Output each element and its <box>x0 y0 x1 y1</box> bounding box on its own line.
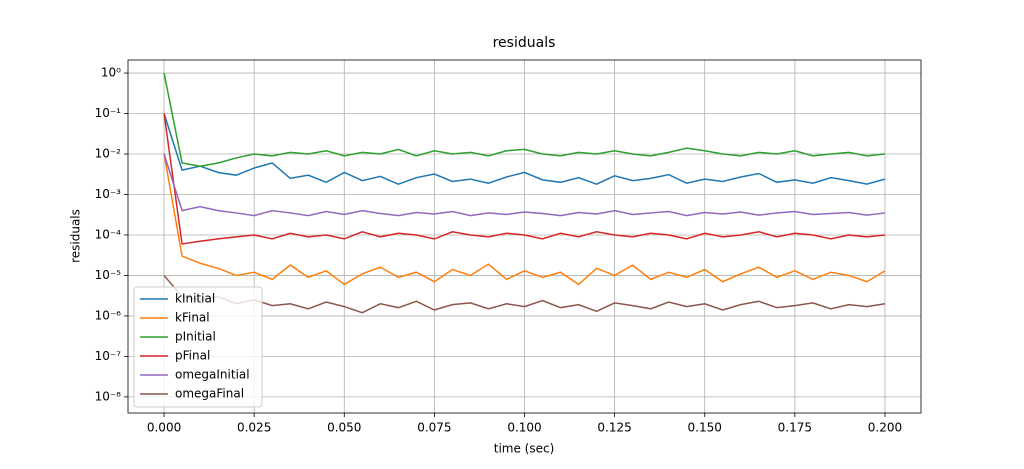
x-tick-label: 0.000 <box>147 421 181 435</box>
x-tick-label: 0.050 <box>327 421 361 435</box>
y-tick-label: 10⁻⁴ <box>95 227 122 241</box>
x-tick-label: 0.175 <box>778 421 812 435</box>
y-tick-label: 10⁻⁸ <box>95 389 122 403</box>
plot-frame <box>127 59 922 414</box>
x-tick-label: 0.200 <box>868 421 902 435</box>
x-tick-label: 0.100 <box>507 421 541 435</box>
y-tick-label: 10⁻¹ <box>95 106 122 120</box>
chart-title: residuals <box>493 35 556 51</box>
legend-label: pFinal <box>175 349 210 363</box>
legend-label: omegaFinal <box>175 387 244 401</box>
series-line <box>163 153 886 217</box>
series-line <box>163 153 886 286</box>
legend-label: omegaInitial <box>175 368 250 382</box>
legend-box <box>133 286 263 408</box>
y-tick-label: 10⁻⁷ <box>95 349 122 363</box>
y-axis-label: residuals <box>69 209 83 263</box>
x-tick-label: 0.075 <box>417 421 451 435</box>
x-axis-label: time (sec) <box>494 442 555 456</box>
x-tick-label: 0.150 <box>688 421 722 435</box>
series-line <box>163 113 886 245</box>
series-line <box>163 113 886 185</box>
legend-label: kInitial <box>175 292 215 306</box>
y-tick-label: 10⁻⁶ <box>95 308 122 322</box>
y-tick-label: 10⁻³ <box>95 187 122 201</box>
x-tick-label: 0.125 <box>597 421 631 435</box>
y-tick-label: 10⁻² <box>95 147 122 161</box>
x-tick-label: 0.025 <box>237 421 271 435</box>
y-tick-label: 10⁻⁵ <box>95 268 122 282</box>
y-tick-label: 10⁰ <box>101 66 121 80</box>
series-line <box>163 72 886 167</box>
series-line <box>163 274 886 314</box>
legend-label: pInitial <box>175 330 216 344</box>
legend-label: kFinal <box>175 311 210 325</box>
